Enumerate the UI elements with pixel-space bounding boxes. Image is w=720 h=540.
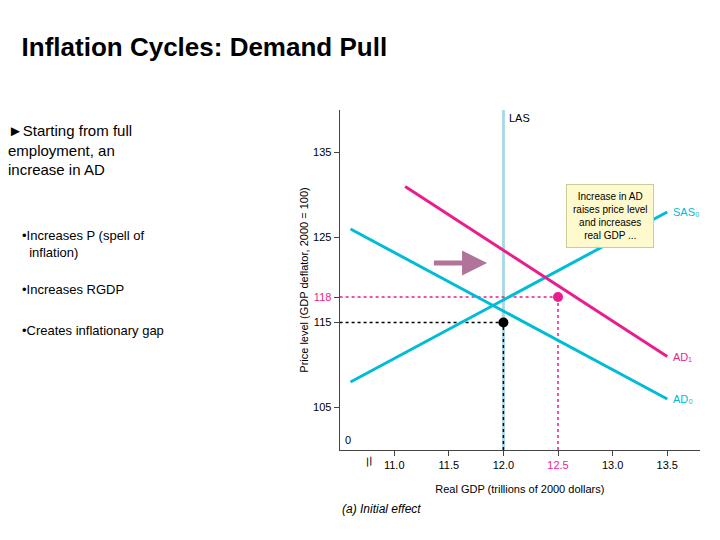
svg-text:115: 115 — [314, 316, 332, 328]
svg-text:13.0: 13.0 — [602, 459, 623, 471]
svg-text:•Creates inflationary gap: •Creates inflationary gap — [22, 323, 164, 338]
svg-text:11.0: 11.0 — [384, 459, 405, 471]
svg-text:105: 105 — [313, 401, 331, 413]
svg-text:Increase in ADraises price lev: Increase in ADraises price leveland incr… — [573, 191, 647, 241]
svg-text:Real GDP (trillions of 2000 do: Real GDP (trillions of 2000 dollars) — [435, 483, 604, 495]
svg-text:13.5: 13.5 — [657, 459, 678, 471]
svg-text:Inflation Cycles: Demand Pull: Inflation Cycles: Demand Pull — [22, 32, 388, 62]
svg-text:•Increases RGDP: •Increases RGDP — [22, 282, 124, 297]
svg-text:AD₁: AD₁ — [673, 351, 692, 363]
svg-text://: // — [364, 454, 375, 469]
svg-text:135: 135 — [313, 146, 331, 158]
svg-text:12.0: 12.0 — [493, 459, 514, 471]
svg-text:118: 118 — [314, 291, 332, 303]
svg-text:12.5: 12.5 — [547, 459, 568, 471]
svg-text:•Increases P (spell of inflat: •Increases P (spell of inflation) — [22, 228, 144, 260]
svg-text:AD₀: AD₀ — [673, 393, 693, 405]
svg-text:LAS: LAS — [509, 112, 530, 124]
svg-text:0: 0 — [345, 434, 351, 446]
svg-text:►Starting from fullemployment,: ►Starting from fullemployment, anincreas… — [8, 122, 132, 178]
svg-text:11.5: 11.5 — [439, 459, 460, 471]
svg-text:SAS₀: SAS₀ — [673, 206, 700, 218]
svg-text:(a) Initial effect: (a) Initial effect — [342, 502, 421, 516]
svg-text:Price level (GDP deflator, 200: Price level (GDP deflator, 2000 = 100) — [298, 187, 310, 372]
svg-text:125: 125 — [313, 231, 331, 243]
